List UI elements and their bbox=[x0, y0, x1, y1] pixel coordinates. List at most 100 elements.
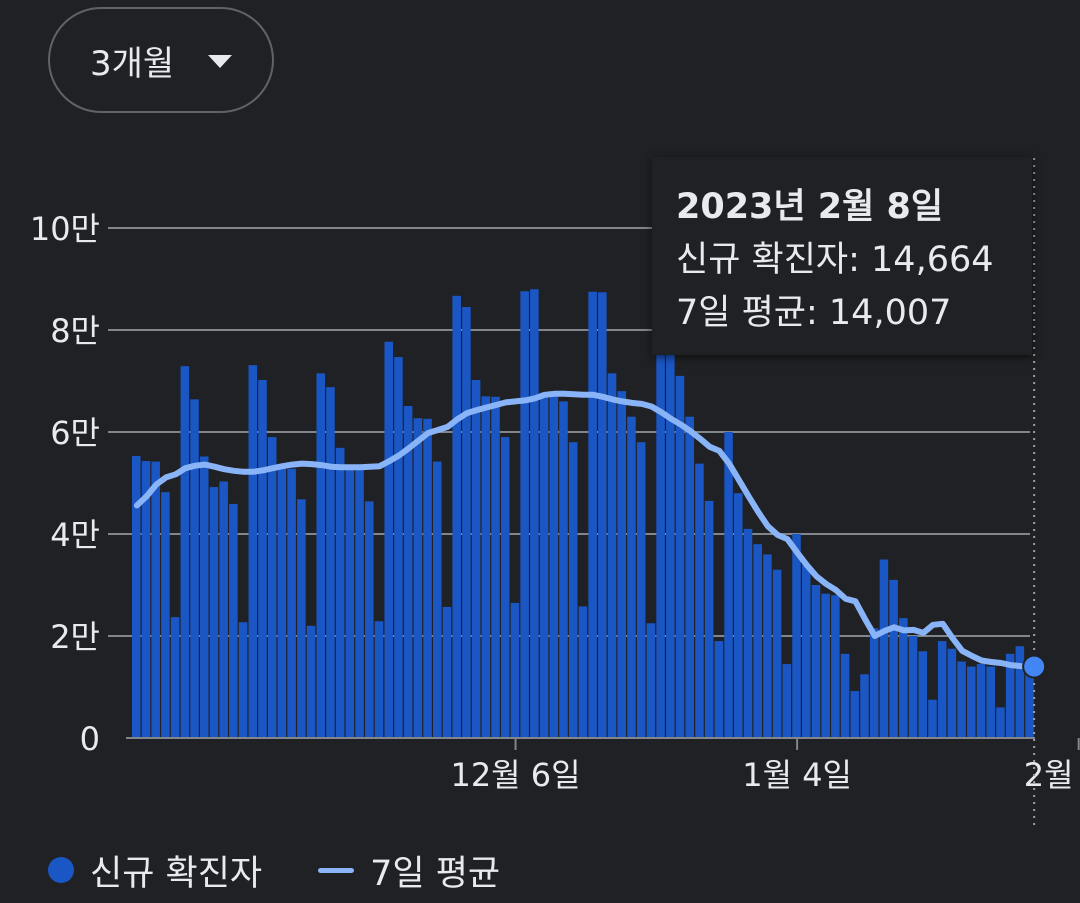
bar bbox=[782, 664, 792, 738]
bar bbox=[248, 365, 258, 738]
bar bbox=[937, 641, 947, 738]
bar bbox=[530, 289, 539, 738]
legend-line-label: 7일 평균 bbox=[370, 853, 501, 894]
bar bbox=[355, 467, 364, 738]
bar bbox=[491, 396, 500, 738]
line-series bbox=[133, 390, 1034, 670]
bar bbox=[335, 447, 345, 738]
bar bbox=[879, 559, 889, 738]
bar bbox=[578, 606, 588, 738]
bar bbox=[899, 618, 908, 738]
legend-bars-label: 신규 확진자 bbox=[90, 853, 263, 894]
bar bbox=[763, 554, 772, 738]
line-legend-swatch-icon bbox=[318, 867, 355, 873]
bar bbox=[374, 621, 384, 738]
bar bbox=[986, 666, 995, 738]
bar bbox=[365, 501, 374, 738]
bar bbox=[588, 291, 597, 738]
bar bbox=[219, 481, 228, 738]
bar bbox=[753, 544, 762, 738]
bar bbox=[831, 595, 840, 738]
y-tick-label: 0 bbox=[80, 720, 100, 758]
bar bbox=[413, 418, 423, 738]
bar bbox=[772, 569, 782, 738]
data-tooltip: 2023년 2월 8일 신규 확진자: 14,664 7일 평균: 14,007 bbox=[652, 157, 1032, 355]
bar bbox=[180, 366, 190, 738]
bar bbox=[976, 664, 986, 738]
bar bbox=[199, 456, 209, 738]
bar bbox=[229, 503, 238, 738]
bar bbox=[403, 405, 413, 738]
bar bbox=[452, 295, 461, 738]
bar bbox=[568, 442, 578, 738]
bar bbox=[918, 651, 928, 738]
bar bbox=[656, 335, 665, 738]
x-tick-label: 12월 6일 bbox=[450, 756, 580, 794]
bar bbox=[821, 593, 830, 738]
bar bbox=[860, 674, 869, 738]
period-dropdown[interactable]: 3개월 bbox=[48, 7, 274, 113]
bar bbox=[384, 341, 393, 738]
chevron-down-icon bbox=[208, 55, 232, 68]
bar bbox=[996, 707, 1005, 738]
bar bbox=[161, 492, 170, 738]
hover-point-marker bbox=[1022, 654, 1047, 679]
bar bbox=[462, 307, 471, 738]
cases-chart[interactable]: 0 2만 4만 6만 8만 10만 12월 6일 1월 4일 2월 2일 bbox=[0, 0, 1080, 830]
bar bbox=[132, 455, 141, 738]
tooltip-date: 2023년 2월 8일 bbox=[676, 187, 944, 227]
bar bbox=[908, 636, 918, 738]
bar bbox=[695, 463, 704, 738]
axes: 0 2만 4만 6만 8만 10만 12월 6일 1월 4일 2월 2일 bbox=[30, 210, 1080, 794]
bar bbox=[209, 487, 219, 738]
bar bbox=[433, 461, 442, 738]
bar bbox=[471, 379, 481, 738]
bar bbox=[500, 437, 510, 738]
bar bbox=[316, 373, 326, 738]
bar bbox=[743, 528, 753, 738]
y-tick-label: 6만 bbox=[50, 414, 100, 452]
y-tick-label: 8만 bbox=[50, 312, 100, 350]
tooltip-seven-day-average: 7일 평균: 14,007 bbox=[676, 293, 952, 333]
bar bbox=[646, 623, 656, 738]
bar bbox=[685, 416, 694, 738]
bar bbox=[928, 699, 937, 738]
bar bbox=[549, 391, 559, 738]
tooltip-new-cases: 신규 확진자: 14,664 bbox=[676, 240, 994, 280]
bar bbox=[520, 291, 529, 738]
bar bbox=[811, 585, 821, 738]
bar bbox=[258, 379, 267, 738]
bar bbox=[704, 500, 714, 738]
bar bbox=[423, 418, 432, 738]
bar bbox=[801, 564, 811, 738]
x-tick-label: 1월 4일 bbox=[742, 756, 852, 794]
bar bbox=[734, 493, 743, 738]
bar bbox=[1025, 663, 1034, 738]
bar bbox=[481, 396, 491, 738]
bar bbox=[792, 534, 801, 738]
bar bbox=[170, 617, 180, 738]
bar-series bbox=[132, 289, 1034, 738]
bar bbox=[1005, 653, 1015, 738]
bar bbox=[238, 622, 248, 738]
bar bbox=[442, 606, 452, 738]
bar-legend-dot-icon bbox=[48, 857, 74, 883]
bar bbox=[850, 691, 860, 738]
bar bbox=[306, 625, 316, 738]
bar bbox=[840, 653, 850, 738]
bar bbox=[607, 373, 617, 738]
bar bbox=[190, 399, 199, 738]
bar bbox=[967, 666, 976, 738]
bar bbox=[1015, 646, 1025, 738]
bar bbox=[539, 392, 549, 738]
y-tick-label: 10만 bbox=[30, 210, 100, 248]
bar bbox=[636, 442, 646, 738]
bar bbox=[598, 292, 607, 738]
period-dropdown-label: 3개월 bbox=[90, 43, 175, 84]
bar bbox=[666, 352, 675, 738]
hover-marker bbox=[1022, 158, 1047, 825]
bar bbox=[627, 416, 636, 738]
bar bbox=[714, 641, 724, 738]
bar bbox=[889, 579, 898, 738]
bar bbox=[394, 357, 403, 738]
